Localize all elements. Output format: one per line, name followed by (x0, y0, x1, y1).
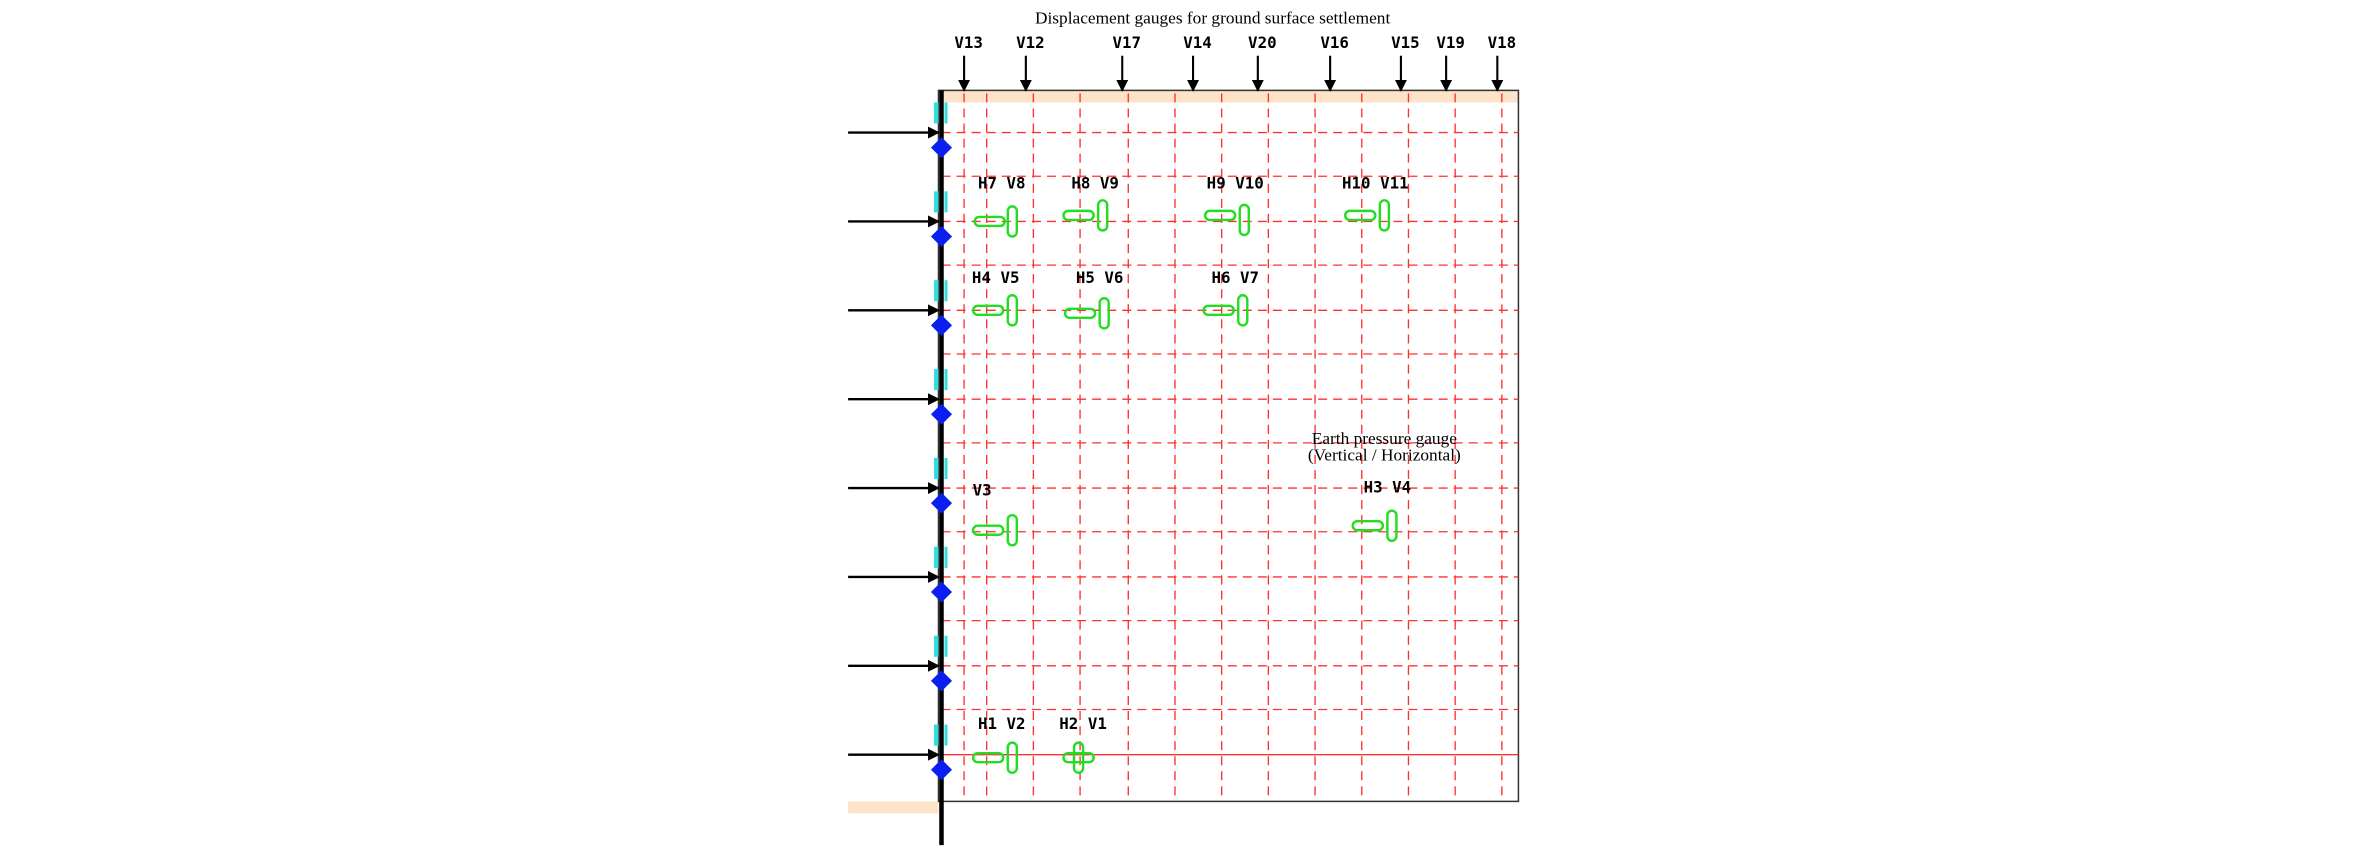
ground-base (848, 801, 939, 814)
wall-marker (933, 369, 939, 391)
vertical-gauge (1006, 205, 1019, 238)
wall-marker (944, 191, 948, 213)
inclinometer (930, 581, 953, 603)
gauge-label: H2 V1 (1059, 714, 1107, 733)
wall-marker (944, 369, 948, 391)
vertical-gauge (1006, 513, 1019, 547)
horizontal-gauge (971, 751, 1005, 764)
horizontal-gauge (1063, 307, 1097, 320)
gauge-label: H4 V5 (972, 268, 1020, 287)
horizontal-gauge (971, 524, 1005, 536)
wall-marker (933, 191, 939, 213)
wall-marker (944, 546, 948, 568)
legend-line: Earth pressure gauge (1312, 429, 1457, 448)
vertical-gauge (1096, 199, 1109, 232)
inclinometer (930, 403, 953, 425)
wall-marker (933, 102, 939, 124)
wall-marker (944, 280, 948, 302)
wall-marker (933, 457, 939, 480)
horizontal-gauge (1202, 304, 1235, 317)
inclinometer (930, 670, 953, 692)
wall-marker (944, 102, 948, 124)
surface-gauge-label: V18 (1488, 33, 1517, 52)
vertical-gauge (1238, 203, 1250, 237)
surface-gauge-label: V15 (1391, 33, 1420, 52)
inclinometer (930, 225, 953, 248)
wall-marker (933, 635, 939, 657)
horizontal-gauge (1343, 209, 1377, 222)
wall-marker (944, 457, 948, 480)
vertical-gauge (1006, 294, 1019, 327)
inclinometer (930, 314, 953, 336)
gauge-label: H7 V8 (978, 173, 1026, 192)
gauge-label: H5 V6 (1076, 268, 1124, 287)
surface-gauge-label: V17 (1112, 33, 1141, 52)
vertical-gauge (1006, 741, 1019, 774)
horizontal-gauge (1351, 519, 1385, 532)
wall-marker (944, 635, 948, 657)
wall-gauges (848, 102, 953, 781)
wall-marker (944, 724, 948, 746)
gauge-label: H6 V7 (1211, 268, 1259, 287)
wall-marker (933, 724, 939, 746)
wall-marker (933, 280, 939, 302)
surface-gauge-label: V16 (1320, 33, 1349, 52)
gauge-label: H8 V9 (1071, 173, 1119, 192)
gauge-label: H3 V4 (1364, 478, 1412, 497)
surface-gauge-label: V19 (1436, 33, 1465, 52)
vertical-gauge (1378, 199, 1391, 232)
horizontal-gauge (1062, 751, 1095, 764)
inclinometer (930, 492, 953, 514)
horizontal-gauge (1062, 209, 1095, 222)
vertical-gauge (1098, 297, 1110, 330)
surface-gauge-label: V14 (1183, 33, 1212, 52)
vertical-gauge (1237, 294, 1249, 327)
grid (941, 93, 1519, 802)
gauge-label: H1 V2 (978, 714, 1026, 733)
inclinometer (930, 137, 953, 159)
wall-marker (933, 546, 939, 568)
surface-gauge-label: V13 (954, 33, 983, 52)
gauge-label: H9 V10 (1207, 173, 1264, 192)
horizontal-gauge (973, 215, 1006, 228)
legend-line: (Vertical / Horizontal) (1308, 445, 1461, 464)
model-box (937, 89, 1520, 803)
surface-gauge-label: V20 (1248, 33, 1277, 52)
horizontal-gauge (1203, 209, 1237, 222)
inclinometer (930, 759, 953, 781)
horizontal-gauge (971, 304, 1005, 317)
vertical-gauge (1386, 509, 1398, 542)
gauge-label: V3 (973, 481, 992, 500)
ground-surface (941, 90, 1519, 103)
surface-gauge-label: V12 (1016, 33, 1045, 52)
vertical-gauge (1072, 741, 1085, 774)
gauge-label: H10 V11 (1342, 173, 1409, 192)
title: Displacement gauges for ground surface s… (1035, 9, 1390, 28)
